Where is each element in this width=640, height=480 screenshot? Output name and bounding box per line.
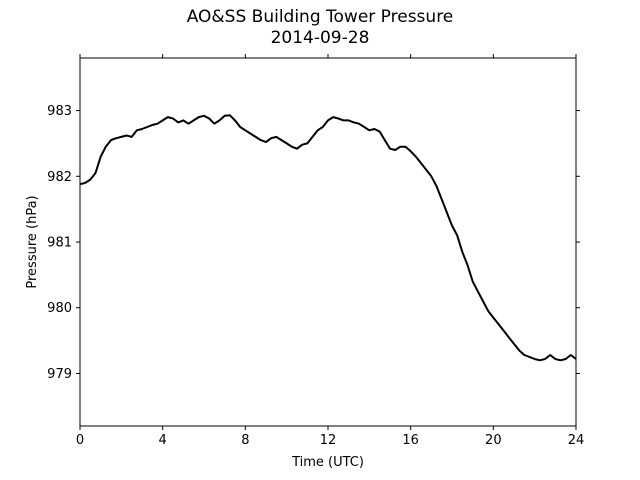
x-tick-label: 24 — [568, 433, 585, 448]
x-tick-label: 16 — [402, 433, 419, 448]
x-tick-label: 8 — [241, 433, 249, 448]
y-axis-label: Pressure (hPa) — [25, 195, 40, 288]
pressure-line — [79, 114, 577, 362]
y-tick-label: 980 — [47, 301, 72, 316]
axis-ticks: 0 4 8 12 16 20 24 979 980 981 982 983 — [47, 54, 584, 448]
y-tick-label: 982 — [47, 170, 72, 185]
y-tick-label: 979 — [47, 367, 72, 382]
chart-title: AO&SS Building Tower Pressure — [186, 7, 454, 27]
chart-subtitle: 2014-09-28 — [270, 28, 370, 48]
x-tick-label: 20 — [485, 433, 502, 448]
y-tick-label: 981 — [47, 236, 72, 251]
plot-border — [79, 57, 577, 427]
x-axis-label: Time (UTC) — [291, 455, 364, 470]
x-tick-label: 4 — [159, 433, 167, 448]
y-tick-label: 983 — [47, 104, 72, 119]
x-tick-label: 0 — [76, 433, 84, 448]
plot-area — [79, 57, 577, 427]
x-tick-label: 12 — [320, 433, 337, 448]
series-layer — [79, 114, 577, 362]
